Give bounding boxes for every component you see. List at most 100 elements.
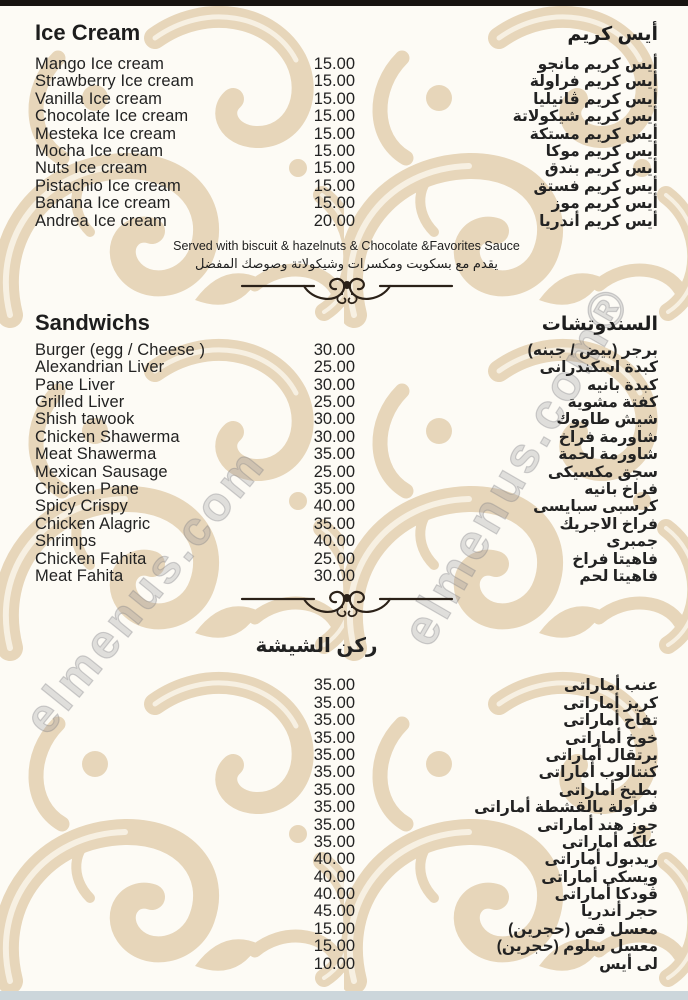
- item-name-en: Burger (egg / Cheese ): [35, 340, 206, 359]
- item-price: 40.00: [313, 497, 355, 516]
- menu-item-row: Chicken Alagric 35.00 فراخ الاجريك: [35, 514, 658, 533]
- menu-item-row: 40.00 ريدبول أماراتى: [35, 850, 658, 869]
- item-name-en: [35, 730, 265, 747]
- item-price: 35.00: [313, 728, 355, 747]
- item-name-ar: جمبرى: [606, 533, 658, 551]
- item-name-ar: عنب أماراتى: [563, 677, 658, 695]
- menu-item-row: 45.00 حجر أندريا: [35, 903, 658, 921]
- item-name-en: Alexandrian Liver: [35, 358, 165, 377]
- serving-note-en: Served with biscuit & hazelnuts & Chocol…: [173, 238, 520, 253]
- item-name-en: Meat Shawerma: [35, 445, 157, 464]
- item-name-en: [35, 956, 265, 973]
- item-name-ar: ويسكى أماراتى: [541, 868, 658, 886]
- ice-cream-items: Mango Ice cream 15.00 أيس كريم مانجو Strawb…: [35, 55, 658, 230]
- item-name-ar: لى أيس: [599, 955, 658, 973]
- item-name-en: [35, 747, 265, 764]
- menu-item-row: Mocha Ice cream 15.00 أيس كريم موكا: [35, 141, 658, 160]
- sandwichs-title-en: Sandwichs: [35, 309, 150, 335]
- item-name-en: [35, 886, 265, 903]
- item-name-en: [35, 677, 265, 694]
- menu-item-row: Andrea Ice cream 20.00 أيس كريم أندريا: [35, 211, 658, 230]
- item-price: 25.00: [313, 393, 355, 412]
- item-price: 15.00: [313, 55, 355, 73]
- item-name-ar: أيس كريم موز: [551, 195, 658, 213]
- item-price: 25.00: [313, 358, 355, 377]
- menu-item-row: Alexandrian Liver 25.00 كبدة اسكندرانى: [35, 358, 658, 377]
- item-name-ar: ڤودكا أماراتى: [554, 886, 658, 904]
- item-name-en: [35, 851, 265, 868]
- item-name-en: Nuts Ice cream: [35, 159, 148, 178]
- item-name-ar: علكه أماراتى: [561, 833, 658, 851]
- menu-item-row: Shish tawook 30.00 شيش طاووك: [35, 411, 658, 429]
- item-name-ar: كبدة اسكندرانى: [539, 359, 658, 377]
- menu-item-row: 35.00 فراولة بالقشطة أماراتى: [35, 798, 658, 817]
- menu-item-row: 15.00 معسل سلوم (حجرين): [35, 937, 658, 955]
- item-price: 35.00: [313, 780, 355, 799]
- item-name-en: Andrea Ice cream: [35, 211, 167, 230]
- item-name-ar: معسل قص (حجرين): [508, 920, 658, 938]
- ice-cream-title-en: Ice Cream: [35, 20, 141, 45]
- item-name-ar: شيش طاووك: [556, 411, 658, 429]
- section-shisha-corner: ركن الشيشة 35.00 عنب أماراتى 35.00 كريز أما…: [35, 633, 658, 973]
- item-price: 35.00: [313, 832, 355, 851]
- item-name-en: Chicken Pane: [35, 480, 139, 499]
- item-name-ar: فاهيتا لحم: [579, 567, 658, 585]
- item-price: 40.00: [313, 885, 355, 904]
- menu-item-row: 35.00 بطيخ أماراتى: [35, 780, 658, 799]
- menu-item-row: 15.00 معسل قص (حجرين): [35, 920, 658, 938]
- menu-item-row: 40.00 ويسكى أماراتى: [35, 867, 658, 886]
- item-name-ar: أيس كريم موكا: [545, 142, 658, 160]
- item-price: 25.00: [313, 549, 355, 568]
- item-name-en: Strawberry Ice cream: [35, 72, 194, 91]
- menu-item-row: Chicken Fahita 25.00 فاهيتا فراخ: [35, 549, 658, 568]
- item-name-en: Mexican Sausage: [35, 462, 168, 481]
- item-name-ar: أيس كريم مستكة: [529, 125, 658, 143]
- item-name-en: [35, 799, 265, 816]
- menu-item-row: 35.00 برتقال أماراتى: [35, 746, 658, 764]
- item-name-en: Spicy Crispy: [35, 497, 128, 516]
- item-price: 15.00: [313, 159, 355, 178]
- item-name-en: Chicken Alagric: [35, 514, 151, 533]
- item-name-en: [35, 921, 265, 938]
- item-name-en: [35, 712, 265, 729]
- section-ice-cream: Ice Cream أيس كريم Mango Ice cream 15.00 أ…: [35, 0, 658, 272]
- item-price: 40.00: [313, 867, 355, 886]
- item-name-en: Vanilla Ice cream: [35, 89, 163, 108]
- item-name-en: [35, 695, 265, 712]
- item-price: 40.00: [313, 850, 355, 869]
- item-name-en: Shrimps: [35, 532, 97, 551]
- item-price: 15.00: [313, 124, 355, 143]
- item-price: 15.00: [313, 72, 355, 91]
- item-price: 25.00: [313, 462, 355, 481]
- item-price: 15.00: [313, 141, 355, 160]
- item-price: 30.00: [313, 375, 355, 394]
- item-name-en: Banana Ice cream: [35, 194, 171, 213]
- menu-item-row: Meat Fahita 30.00 فاهيتا لحم: [35, 567, 658, 585]
- menu-item-row: Vanilla Ice cream 15.00 أيس كريم ڤانيليا: [35, 89, 658, 108]
- item-price: 30.00: [313, 427, 355, 446]
- item-price: 35.00: [313, 480, 355, 499]
- item-price: 35.00: [313, 711, 355, 730]
- menu-item-row: 35.00 كنتالوب أماراتى: [35, 763, 658, 781]
- menu-item-row: Burger (egg / Cheese ) 30.00 برجر (بيض / ج…: [35, 340, 658, 359]
- item-name-en: [35, 817, 265, 834]
- item-name-ar: برجر (بيض / جبنه): [527, 341, 658, 359]
- divider-ornament-top: [35, 274, 658, 308]
- item-name-ar: أيس كريم فراولة: [529, 73, 658, 91]
- item-price: 35.00: [313, 798, 355, 817]
- top-border-bar: [0, 0, 688, 6]
- item-name-ar: شاورمة لحمة: [558, 446, 658, 464]
- item-name-ar: كرسبى سبايسى: [533, 498, 658, 516]
- item-name-ar: تفاح أماراتى: [563, 712, 658, 730]
- menu-item-row: Nuts Ice cream 15.00 أيس كريم بندق: [35, 159, 658, 178]
- menu-item-row: Mexican Sausage 25.00 سجق مكسيكى: [35, 462, 658, 481]
- ice-cream-title-row: Ice Cream أيس كريم: [35, 0, 658, 48]
- item-name-en: [35, 903, 265, 920]
- menu-item-row: Spicy Crispy 40.00 كرسبى سبايسى: [35, 497, 658, 516]
- sandwichs-title-row: Sandwichs السندوتشات: [35, 310, 658, 338]
- item-name-ar: كريز أماراتى: [563, 694, 658, 712]
- section-sandwichs: Sandwichs السندوتشات Burger (egg / Chees…: [35, 310, 658, 585]
- swirl-divider-icon: [240, 277, 453, 304]
- item-name-en: Pistachio Ice cream: [35, 176, 181, 195]
